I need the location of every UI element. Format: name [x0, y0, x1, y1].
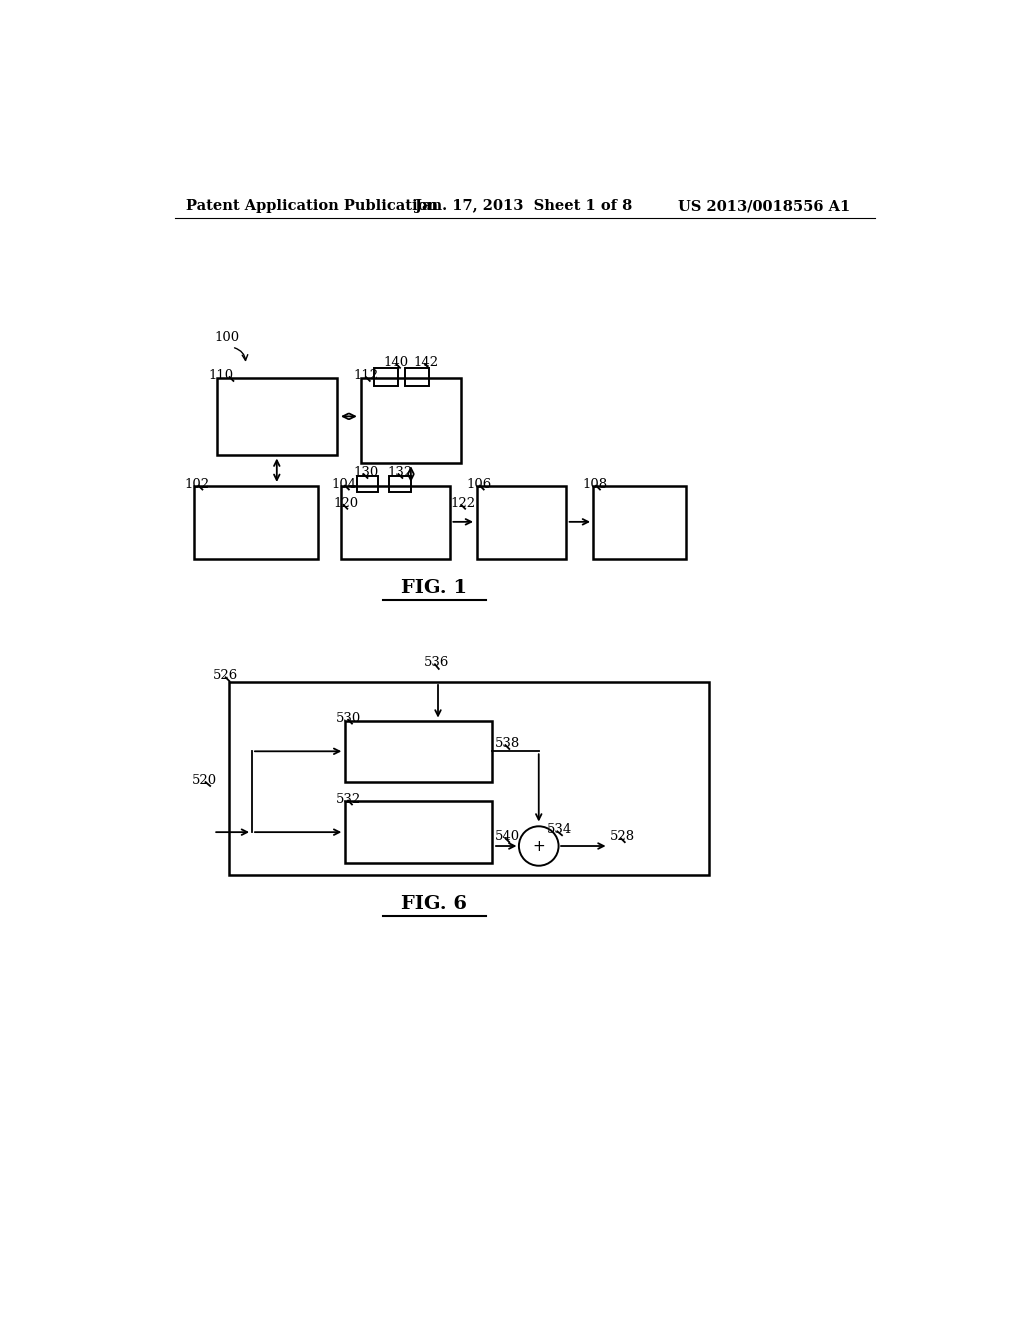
Bar: [360, 378, 461, 462]
Text: 530: 530: [336, 711, 360, 725]
Text: 104: 104: [332, 478, 357, 491]
Bar: [389, 477, 411, 492]
Text: 130: 130: [353, 466, 379, 479]
Bar: [356, 477, 378, 492]
Bar: [341, 486, 450, 558]
Text: 528: 528: [610, 830, 635, 843]
Text: 102: 102: [184, 478, 210, 491]
Text: 534: 534: [547, 824, 571, 837]
Text: Jan. 17, 2013  Sheet 1 of 8: Jan. 17, 2013 Sheet 1 of 8: [415, 199, 632, 213]
Text: 106: 106: [467, 478, 492, 491]
Text: 112: 112: [353, 370, 379, 381]
Text: FIG. 6: FIG. 6: [401, 895, 467, 912]
Text: 536: 536: [424, 656, 450, 669]
Text: 532: 532: [336, 792, 360, 805]
Text: 100: 100: [215, 330, 240, 343]
Text: 142: 142: [414, 356, 438, 370]
Bar: [375, 368, 397, 385]
Bar: [345, 801, 493, 863]
Text: Patent Application Publication: Patent Application Publication: [186, 199, 438, 213]
Text: US 2013/0018556 A1: US 2013/0018556 A1: [678, 199, 851, 213]
Text: 132: 132: [388, 466, 413, 479]
Text: 108: 108: [583, 478, 608, 491]
Bar: [345, 721, 493, 781]
Text: FIG. 1: FIG. 1: [401, 579, 467, 597]
Bar: [593, 486, 686, 558]
Bar: [406, 368, 429, 385]
Bar: [228, 682, 710, 875]
Text: 110: 110: [209, 370, 233, 381]
Bar: [194, 486, 317, 558]
Bar: [217, 378, 337, 455]
Text: 120: 120: [334, 496, 358, 510]
Text: 538: 538: [495, 737, 520, 750]
Bar: [477, 486, 566, 558]
Text: 526: 526: [213, 669, 239, 682]
Text: 140: 140: [384, 356, 409, 370]
Text: 122: 122: [451, 496, 475, 510]
Text: +: +: [532, 838, 545, 854]
Text: 520: 520: [191, 774, 217, 787]
Text: 540: 540: [495, 830, 520, 843]
